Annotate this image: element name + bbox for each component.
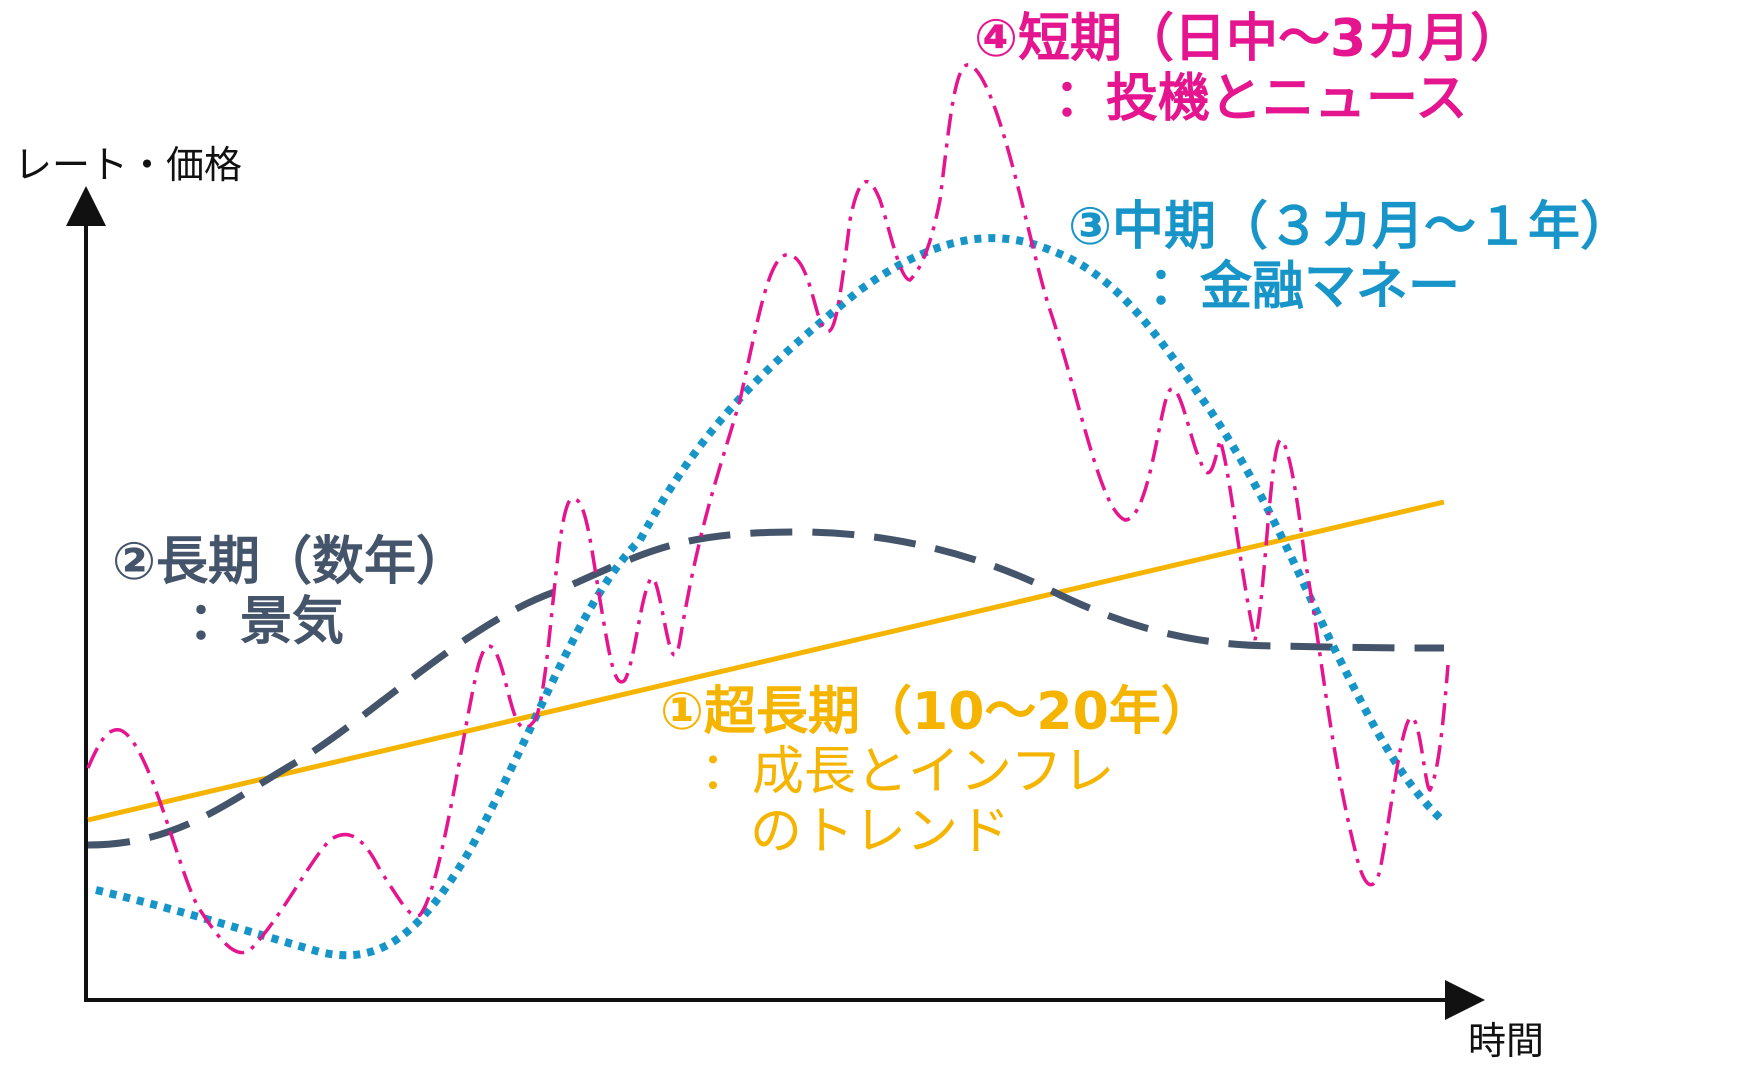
- mid-term-title: ③中期（３カ月～１年）: [1068, 197, 1633, 257]
- ultra-long-trend-line: [87, 499, 1445, 823]
- mid-term-description: ：金融マネー: [1148, 256, 1461, 317]
- ultra-long-term-title: ①超長期（10～20年）: [660, 682, 1213, 742]
- mid-term-label: ③中期（３カ月～１年） ：金融マネー: [1068, 197, 1633, 318]
- y-axis-label: レート・価格: [14, 143, 243, 187]
- ultra-long-term-label: ①超長期（10～20年） ：成長とインフレ のトレンド: [660, 682, 1213, 862]
- long-term-title: ②長期（数年）: [112, 532, 469, 592]
- short-term-label: ④短期（日中～3カ月） ：投機とニュース: [974, 9, 1523, 130]
- short-term-title: ④短期（日中～3カ月）: [974, 9, 1523, 69]
- long-cycle-line: [87, 528, 1445, 849]
- short-term-description: ：投機とニュース: [1054, 68, 1468, 129]
- ultra-long-term-description-1: ：成長とインフレ: [700, 741, 1115, 802]
- short-cycle-line: [86, 63, 1450, 955]
- x-axis-label: 時間: [1468, 1019, 1545, 1063]
- ultra-long-term-description-2: のトレンド: [750, 801, 1011, 862]
- long-term-description: ：景気: [188, 591, 345, 652]
- long-term-label: ②長期（数年） ：景気: [112, 532, 469, 653]
